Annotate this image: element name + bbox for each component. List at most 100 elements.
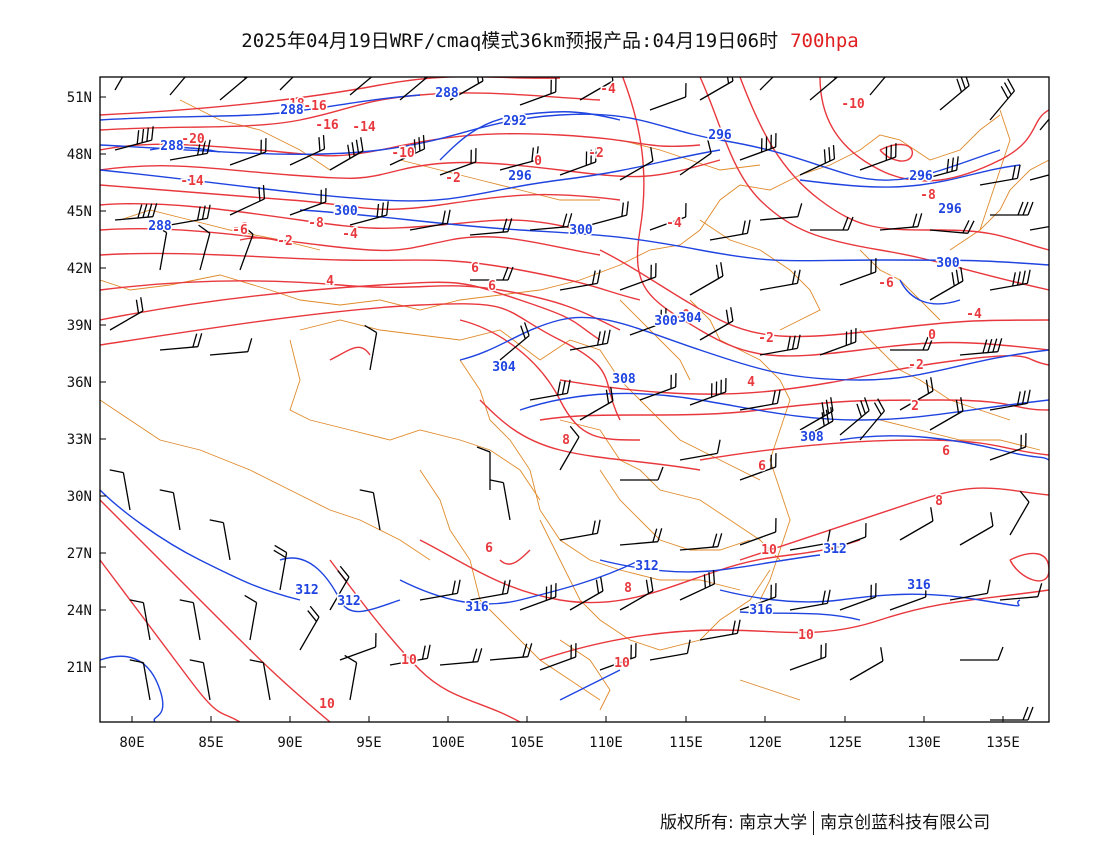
isotherm — [100, 92, 601, 131]
wind-barb — [759, 334, 801, 356]
border-line — [459, 359, 741, 591]
wind-barb — [559, 148, 597, 176]
wind-barb — [109, 297, 144, 331]
height-label: 300 — [569, 223, 593, 238]
wind-barb — [273, 544, 288, 591]
wind-barb — [989, 269, 1031, 291]
wind-barb — [169, 139, 211, 161]
wind-barb — [889, 583, 927, 611]
isotherm-label: -2 — [908, 358, 924, 373]
isotherm — [100, 252, 641, 301]
wind-barb — [619, 263, 657, 291]
isotherm-label: -6 — [878, 276, 894, 291]
wind-barb — [679, 439, 721, 461]
border-line — [559, 419, 781, 561]
wind-barb — [289, 135, 326, 166]
border-line — [979, 109, 1011, 231]
isotherm — [819, 77, 1049, 182]
wind-barb — [929, 397, 964, 431]
wind-barb — [810, 216, 854, 231]
wind-barb — [349, 77, 380, 96]
wind-barb — [159, 489, 181, 531]
height-label: 308 — [612, 372, 636, 387]
lat-label: 21N — [67, 660, 92, 676]
wind-barb — [929, 220, 975, 234]
border-line — [739, 679, 801, 701]
lat-label: 48N — [67, 147, 92, 163]
wind-barb — [476, 446, 491, 490]
height-label: 296 — [909, 169, 933, 184]
lon-label: 105E — [510, 735, 544, 751]
footer-separator — [813, 811, 815, 835]
isotherm — [239, 237, 291, 246]
height-contour — [100, 94, 421, 121]
wind-barb — [619, 577, 654, 611]
wind-barb — [839, 583, 877, 611]
isotherm-label: -6 — [232, 223, 248, 238]
isotherm — [739, 77, 1049, 251]
wind-barb — [799, 397, 834, 431]
wind-barb — [679, 139, 712, 176]
title-main: 2025年04月19日WRF/cmaq模式36km预报产品:04月19日06时 — [241, 30, 779, 52]
wind-barb — [859, 398, 885, 441]
isotherm — [100, 499, 331, 722]
height-contour — [599, 554, 821, 573]
isotherm — [100, 159, 721, 179]
height-contour — [839, 435, 1049, 461]
isotherm — [329, 559, 521, 722]
wind-barb — [819, 328, 857, 356]
isotherm-label: 8 — [624, 581, 632, 596]
height-contour — [100, 113, 1001, 181]
wind-barbs — [109, 77, 1049, 721]
lat-label: 45N — [67, 204, 92, 220]
lon-label: 115E — [669, 735, 703, 751]
wind-barb — [359, 489, 381, 531]
height-contour — [559, 669, 621, 701]
height-label: 288 — [148, 219, 172, 234]
longitude-axis: 80E 85E 90E 95E 100E 105E 110E 115E 120E 125E 130E… — [119, 716, 1020, 751]
wind-barb — [499, 322, 530, 361]
wind-barb — [959, 338, 1003, 356]
height-label: 300 — [654, 314, 678, 329]
isotherm-label: -2 — [588, 146, 604, 161]
wind-barb — [329, 137, 364, 171]
border-line — [699, 219, 821, 331]
wind-barb — [879, 213, 923, 231]
wind-barb — [949, 579, 991, 601]
wind-barb — [759, 203, 803, 221]
wind-barb — [519, 583, 557, 611]
wind-barb — [799, 407, 834, 441]
wind-barb — [198, 224, 211, 271]
wind-barb — [689, 262, 724, 296]
wind-barb — [620, 466, 664, 481]
isotherm-label: -10 — [841, 97, 865, 112]
wind-barb — [899, 507, 934, 541]
lon-label: 135E — [986, 735, 1020, 751]
wind-barb — [529, 213, 573, 231]
wind-barb — [349, 201, 389, 226]
isotherm-label: -8 — [308, 216, 324, 231]
temperature-contours — [100, 77, 1049, 722]
isotherm-label: -4 — [342, 227, 358, 242]
isotherm-label: 6 — [942, 444, 950, 459]
height-label: 316 — [749, 603, 773, 618]
wind-barb — [469, 218, 513, 236]
wind-barb — [679, 533, 723, 551]
height-label: 312 — [337, 594, 360, 609]
wind-barb — [989, 389, 1031, 411]
wind-barb — [649, 83, 687, 111]
wind-barb — [979, 164, 1021, 186]
wind-barb — [579, 77, 614, 101]
wind-barb — [419, 579, 461, 601]
wind-barb — [409, 209, 451, 231]
height-label: 304 — [678, 311, 702, 326]
isotherm-label: 0 — [682, 308, 690, 323]
isotherm-label: -14 — [352, 120, 376, 135]
wind-barb — [114, 126, 154, 151]
border-line — [399, 159, 600, 201]
lon-label: 95E — [356, 735, 381, 751]
border-line — [299, 319, 541, 361]
wind-barb — [439, 148, 477, 176]
isotherm-label: 2 — [911, 399, 919, 414]
wind-barb — [389, 135, 426, 166]
